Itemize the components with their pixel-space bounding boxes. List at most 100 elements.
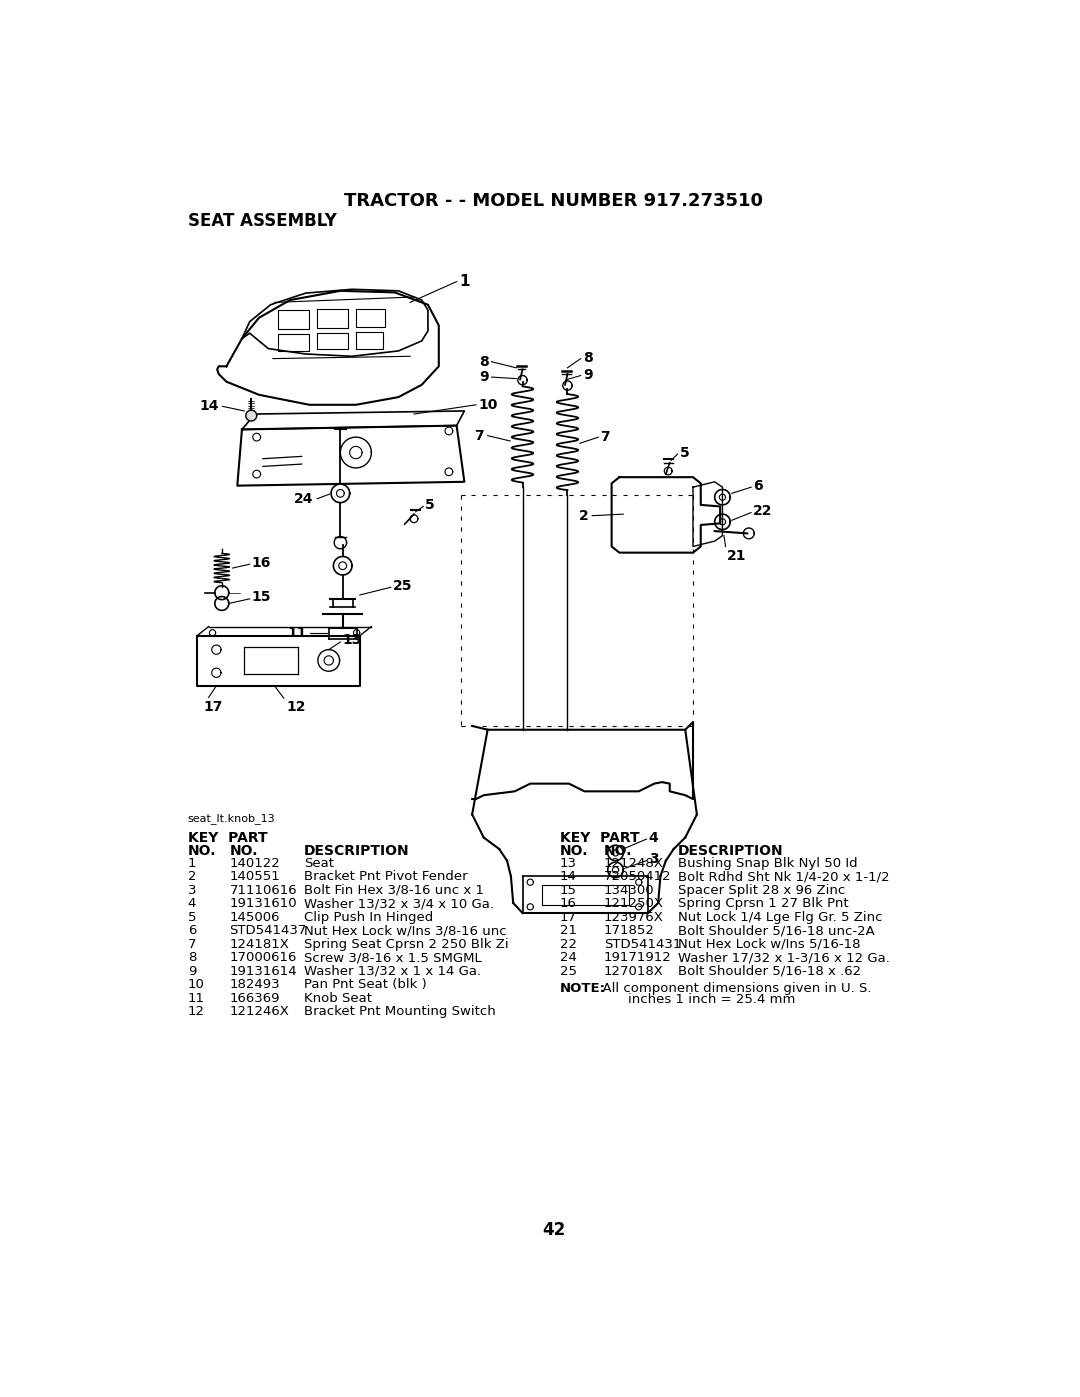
- Text: 17000616: 17000616: [230, 951, 297, 964]
- Text: Bolt Rdhd Sht Nk 1/4-20 x 1-1/2: Bolt Rdhd Sht Nk 1/4-20 x 1-1/2: [677, 870, 889, 883]
- Text: 42: 42: [542, 1221, 565, 1239]
- Text: 21: 21: [727, 549, 746, 563]
- Text: 7: 7: [474, 429, 484, 443]
- Text: 24: 24: [294, 492, 313, 506]
- Text: 2: 2: [579, 509, 589, 522]
- Text: 11: 11: [188, 992, 205, 1004]
- Text: 121248X: 121248X: [604, 856, 664, 870]
- Text: 22: 22: [753, 504, 772, 518]
- Text: Bolt Shoulder 5/16-18 unc-2A: Bolt Shoulder 5/16-18 unc-2A: [677, 925, 874, 937]
- Text: 7: 7: [188, 937, 197, 950]
- Text: 19131614: 19131614: [230, 964, 297, 978]
- Text: 124181X: 124181X: [230, 937, 289, 950]
- Text: 3: 3: [649, 852, 659, 866]
- Text: 13: 13: [342, 633, 362, 647]
- Text: 17: 17: [203, 700, 222, 714]
- Text: 10: 10: [188, 978, 204, 990]
- Text: Bracket Pnt Pivot Fender: Bracket Pnt Pivot Fender: [303, 870, 468, 883]
- Text: 127018X: 127018X: [604, 964, 664, 978]
- Text: 19171912: 19171912: [604, 951, 672, 964]
- Text: Bolt Fin Hex 3/8-16 unc x 1: Bolt Fin Hex 3/8-16 unc x 1: [303, 884, 484, 897]
- Text: Bolt Shoulder 5/16-18 x .62: Bolt Shoulder 5/16-18 x .62: [677, 964, 861, 978]
- Text: 9: 9: [478, 370, 488, 384]
- Text: Bracket Pnt Mounting Switch: Bracket Pnt Mounting Switch: [303, 1004, 496, 1018]
- Text: 140551: 140551: [230, 870, 281, 883]
- Text: NO.: NO.: [188, 844, 216, 858]
- Text: 10: 10: [478, 398, 498, 412]
- Text: KEY  PART: KEY PART: [559, 831, 639, 845]
- Text: STD541431: STD541431: [604, 937, 681, 950]
- Text: 171852: 171852: [604, 925, 654, 937]
- Text: 15: 15: [252, 591, 271, 605]
- Text: Pan Pnt Seat (blk ): Pan Pnt Seat (blk ): [303, 978, 427, 990]
- Text: 8: 8: [188, 951, 197, 964]
- Text: 72050412: 72050412: [604, 870, 672, 883]
- Text: 145006: 145006: [230, 911, 280, 923]
- Text: 123976X: 123976X: [604, 911, 664, 923]
- Text: Spring Seat Cprsn 2 250 Blk Zi: Spring Seat Cprsn 2 250 Blk Zi: [303, 937, 509, 950]
- Text: 19131610: 19131610: [230, 897, 297, 911]
- Text: NOTE:: NOTE:: [559, 982, 606, 995]
- Text: 5: 5: [188, 911, 197, 923]
- Text: NO.: NO.: [604, 844, 633, 858]
- Text: Knob Seat: Knob Seat: [303, 992, 372, 1004]
- Text: 3: 3: [188, 884, 197, 897]
- Text: 15: 15: [559, 884, 577, 897]
- Text: Clip Push In Hinged: Clip Push In Hinged: [303, 911, 433, 923]
- Text: 25: 25: [559, 964, 577, 978]
- Text: DESCRIPTION: DESCRIPTION: [677, 844, 783, 858]
- Text: NO.: NO.: [559, 844, 589, 858]
- Text: 12: 12: [188, 1004, 205, 1018]
- Text: 9: 9: [188, 964, 197, 978]
- Text: 22: 22: [559, 937, 577, 950]
- Text: 7: 7: [600, 430, 609, 444]
- Polygon shape: [246, 411, 257, 420]
- Text: KEY  PART: KEY PART: [188, 831, 268, 845]
- Text: 5: 5: [679, 446, 689, 460]
- Text: 17: 17: [559, 911, 577, 923]
- Text: Nut Lock 1/4 Lge Flg Gr. 5 Zinc: Nut Lock 1/4 Lge Flg Gr. 5 Zinc: [677, 911, 882, 923]
- Text: SEAT ASSEMBLY: SEAT ASSEMBLY: [188, 212, 337, 231]
- Text: 25: 25: [393, 578, 413, 592]
- Text: Bushing Snap Blk Nyl 50 Id: Bushing Snap Blk Nyl 50 Id: [677, 856, 858, 870]
- Text: TRACTOR - - MODEL NUMBER 917.273510: TRACTOR - - MODEL NUMBER 917.273510: [345, 193, 762, 211]
- Text: 4: 4: [649, 831, 659, 845]
- Text: inches 1 inch = 25.4 mm: inches 1 inch = 25.4 mm: [594, 993, 795, 1006]
- Text: Seat: Seat: [303, 856, 334, 870]
- Text: NO.: NO.: [230, 844, 258, 858]
- Text: 4: 4: [188, 897, 197, 911]
- Text: 1: 1: [188, 856, 197, 870]
- Text: 2: 2: [188, 870, 197, 883]
- Text: STD541437: STD541437: [230, 925, 307, 937]
- Text: 16: 16: [252, 556, 271, 570]
- Text: 6: 6: [188, 925, 197, 937]
- Text: 11: 11: [287, 626, 307, 640]
- Text: Nut Hex Lock w/Ins 5/16-18: Nut Hex Lock w/Ins 5/16-18: [677, 937, 860, 950]
- Text: 1: 1: [459, 274, 470, 289]
- Text: Washer 13/32 x 1 x 14 Ga.: Washer 13/32 x 1 x 14 Ga.: [303, 964, 481, 978]
- Text: Nut Hex Lock w/Ins 3/8-16 unc: Nut Hex Lock w/Ins 3/8-16 unc: [303, 925, 507, 937]
- Text: 16: 16: [559, 897, 577, 911]
- Text: 24: 24: [559, 951, 577, 964]
- Text: 12: 12: [286, 700, 306, 714]
- Text: All component dimensions given in U. S.: All component dimensions given in U. S.: [594, 982, 872, 995]
- Text: 14: 14: [199, 400, 218, 414]
- Text: 9: 9: [583, 367, 593, 381]
- Text: 121250X: 121250X: [604, 897, 664, 911]
- Text: Washer 13/32 x 3/4 x 10 Ga.: Washer 13/32 x 3/4 x 10 Ga.: [303, 897, 494, 911]
- Text: 8: 8: [478, 355, 488, 369]
- Text: Spacer Split 28 x 96 Zinc: Spacer Split 28 x 96 Zinc: [677, 884, 845, 897]
- Text: DESCRIPTION: DESCRIPTION: [303, 844, 409, 858]
- Text: 134300: 134300: [604, 884, 654, 897]
- Text: Screw 3/8-16 x 1.5 SMGML: Screw 3/8-16 x 1.5 SMGML: [303, 951, 482, 964]
- Text: 71110616: 71110616: [230, 884, 297, 897]
- Text: 121246X: 121246X: [230, 1004, 289, 1018]
- Text: 5: 5: [424, 497, 434, 511]
- Text: 8: 8: [583, 351, 593, 365]
- Text: Spring Cprsn 1 27 Blk Pnt: Spring Cprsn 1 27 Blk Pnt: [677, 897, 848, 911]
- Text: Washer 17/32 x 1-3/16 x 12 Ga.: Washer 17/32 x 1-3/16 x 12 Ga.: [677, 951, 889, 964]
- Text: 6: 6: [753, 479, 762, 493]
- Text: seat_lt.knob_13: seat_lt.knob_13: [188, 813, 275, 824]
- Text: 182493: 182493: [230, 978, 280, 990]
- Text: 13: 13: [559, 856, 577, 870]
